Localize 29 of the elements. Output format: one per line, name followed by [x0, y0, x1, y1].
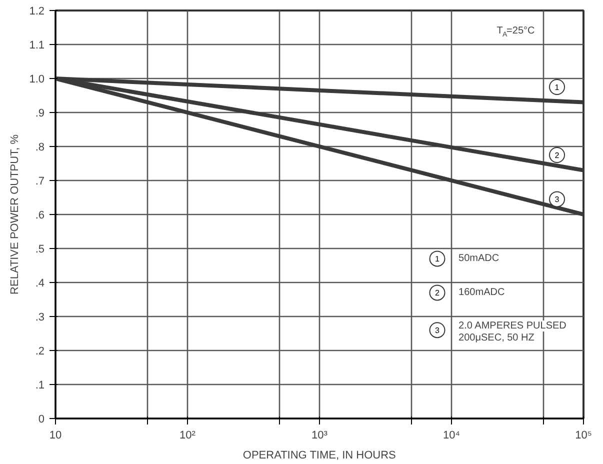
- x-axis-title: OPERATING TIME, IN HOURS: [242, 450, 396, 462]
- x-tick-label: 10³: [312, 430, 328, 442]
- y-tick-label: .6: [35, 210, 45, 222]
- series-label: 1: [554, 83, 560, 92]
- annotation: 2.0 AMPERES PULSED 200μSEC, 50 HZ: [458, 320, 566, 344]
- y-tick-label: .2: [35, 346, 45, 358]
- y-tick-label: 1.2: [29, 6, 45, 18]
- annotation: 50mADC: [458, 253, 500, 264]
- y-axis-title: RELATIVE POWER OUTPUT, %: [9, 134, 22, 294]
- y-tick-label: .5: [35, 244, 45, 256]
- y-tick-label: 1.1: [29, 40, 45, 52]
- y-tick-label: .9: [35, 108, 45, 120]
- annotation: 160mADC: [458, 287, 505, 298]
- y-tick-label: 0: [38, 414, 45, 426]
- x-tick-label: 10: [49, 430, 62, 442]
- series-label: 3: [554, 195, 560, 204]
- text: 1: [435, 254, 440, 264]
- x-tick-label: 10⁴: [443, 430, 460, 442]
- x-tick-label: 10⁵: [575, 430, 592, 442]
- y-tick-label: .1: [35, 380, 45, 392]
- text: 2: [435, 288, 440, 298]
- y-tick-label: .3: [35, 312, 45, 324]
- y-tick-label: 1.0: [29, 74, 45, 86]
- series-label: 2: [554, 151, 560, 160]
- y-tick-label: .8: [35, 142, 45, 154]
- y-tick-label: .4: [35, 278, 45, 290]
- x-tick-label: 10²: [180, 430, 196, 442]
- text: 3: [435, 326, 440, 336]
- y-tick-label: .7: [35, 176, 45, 188]
